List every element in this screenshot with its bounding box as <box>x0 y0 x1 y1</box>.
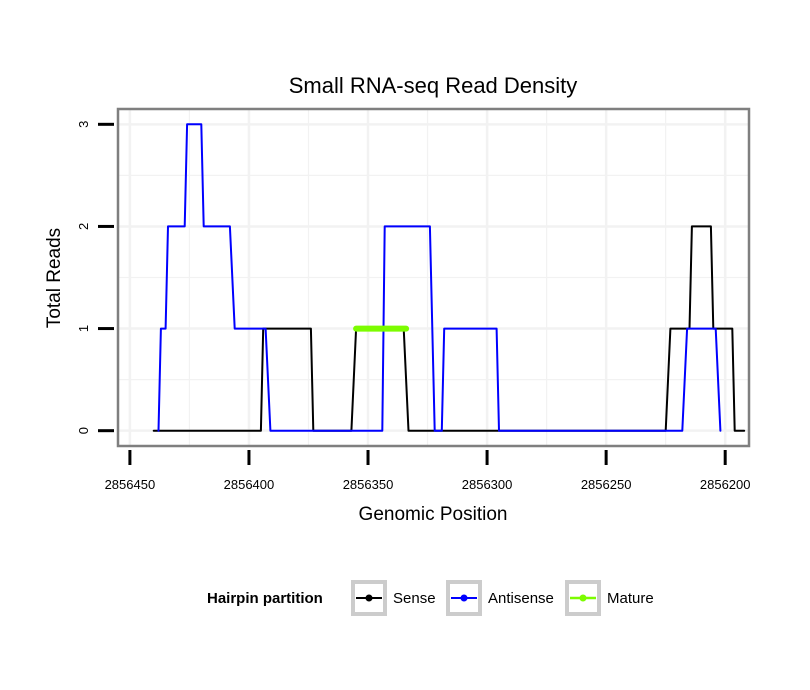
legend-title: Hairpin partition <box>207 590 323 607</box>
x-axis: 2856450 2856400 2856350 2856300 2856250 28562… <box>105 450 751 492</box>
x-tick-label: 2856250 <box>581 477 632 492</box>
chart-title: Small RNA-seq Read Density <box>289 73 578 98</box>
y-axis: 0 1 2 3 <box>76 121 114 434</box>
legend-dot-mature <box>579 594 587 602</box>
y-tick-label: 3 <box>76 121 91 128</box>
x-tick-label: 2856400 <box>224 477 275 492</box>
legend-label-antisense: Antisense <box>488 590 554 607</box>
x-tick-label: 2856300 <box>462 477 513 492</box>
x-axis-label: Genomic Position <box>359 504 508 525</box>
y-tick-label: 1 <box>76 325 91 332</box>
legend-label-sense: Sense <box>393 590 436 607</box>
legend-dot-antisense <box>460 594 468 602</box>
plot-area <box>116 107 751 448</box>
legend-label-mature: Mature <box>607 590 654 607</box>
legend-dot-sense <box>365 594 373 602</box>
y-axis-label: Total Reads <box>44 228 65 328</box>
plot-border <box>116 107 751 448</box>
legend-item-sense: Sense <box>351 580 436 616</box>
series-line-antisense <box>157 123 722 432</box>
series-layer <box>152 123 746 432</box>
x-tick-label: 2856350 <box>343 477 394 492</box>
y-tick-label: 2 <box>76 223 91 230</box>
x-tick-label: 2856450 <box>105 477 156 492</box>
y-tick-label: 0 <box>76 427 91 434</box>
x-tick-label: 2856200 <box>700 477 751 492</box>
legend: Hairpin partition Sense Antisense Mature <box>207 580 654 616</box>
legend-item-mature: Mature <box>565 580 654 616</box>
legend-item-antisense: Antisense <box>446 580 554 616</box>
